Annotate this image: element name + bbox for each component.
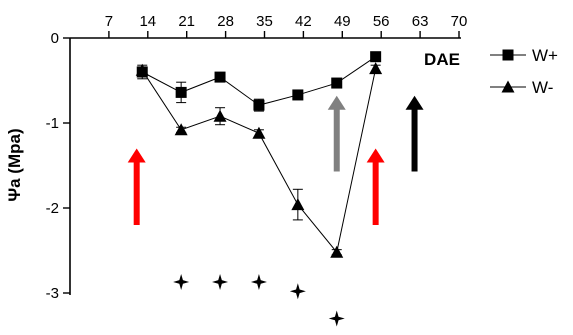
legend-label-1: W- xyxy=(532,78,553,97)
x-tick-label-35: 35 xyxy=(256,13,273,30)
point-square-5 xyxy=(331,77,343,89)
x-tick-label-21: 21 xyxy=(178,13,195,30)
x-axis-label: DAE xyxy=(424,50,460,69)
point-triangle-6 xyxy=(369,62,383,75)
legend-label-0: W+ xyxy=(532,46,558,65)
significance-layer xyxy=(173,273,345,327)
arrow-0 xyxy=(127,148,146,225)
x-tick-label-56: 56 xyxy=(373,13,390,30)
x-tick-label-70: 70 xyxy=(451,13,468,30)
point-triangle-5 xyxy=(330,245,344,258)
arrow-1 xyxy=(327,95,346,172)
x-tick-label-63: 63 xyxy=(412,13,429,30)
y-tick-label--3: -3 xyxy=(46,285,59,302)
point-triangle-2 xyxy=(213,109,227,122)
x-tick-label-49: 49 xyxy=(334,13,351,30)
y-axis-label: Ψa (Mpa) xyxy=(5,128,24,201)
legend-marker-square xyxy=(502,49,514,61)
series-w-plus xyxy=(136,51,382,112)
y-tick-label-0: 0 xyxy=(51,30,59,47)
arrow-2 xyxy=(366,148,385,225)
arrow-head-0 xyxy=(127,148,146,163)
x-tick-label-28: 28 xyxy=(217,13,234,30)
significance-star-2 xyxy=(250,273,267,290)
legend-entry-0: W+ xyxy=(490,46,558,65)
y-tick-label--2: -2 xyxy=(46,200,59,217)
point-square-2 xyxy=(214,71,226,83)
legend-marker-triangle xyxy=(501,80,515,93)
point-triangle-1 xyxy=(174,123,188,136)
arrow-head-1 xyxy=(327,95,346,110)
arrow-head-2 xyxy=(366,148,385,163)
axes: 7 14 21 28 35 42 49 56 63 70 0 -1 -2 -3 xyxy=(46,13,468,302)
arrow-3 xyxy=(405,95,424,172)
point-triangle-0 xyxy=(135,63,149,76)
y-tick-label--1: -1 xyxy=(46,115,59,132)
point-square-6 xyxy=(370,51,382,63)
x-tick-label-7: 7 xyxy=(105,13,113,30)
arrow-head-3 xyxy=(405,95,424,110)
series-w-minus xyxy=(135,62,383,258)
legend: W+ W- xyxy=(490,46,558,97)
significance-star-4 xyxy=(328,310,345,327)
point-square-4 xyxy=(292,89,304,101)
significance-star-1 xyxy=(212,273,229,290)
point-triangle-4 xyxy=(291,198,305,211)
significance-star-3 xyxy=(289,283,306,300)
x-tick-label-14: 14 xyxy=(139,13,156,30)
point-triangle-3 xyxy=(252,126,266,139)
arrows-layer xyxy=(127,95,424,225)
point-square-3 xyxy=(253,99,265,111)
legend-entry-1: W- xyxy=(490,78,553,97)
significance-star-0 xyxy=(173,273,190,290)
x-tick-label-42: 42 xyxy=(295,13,312,30)
point-square-1 xyxy=(175,86,187,98)
series-layer xyxy=(135,51,383,258)
